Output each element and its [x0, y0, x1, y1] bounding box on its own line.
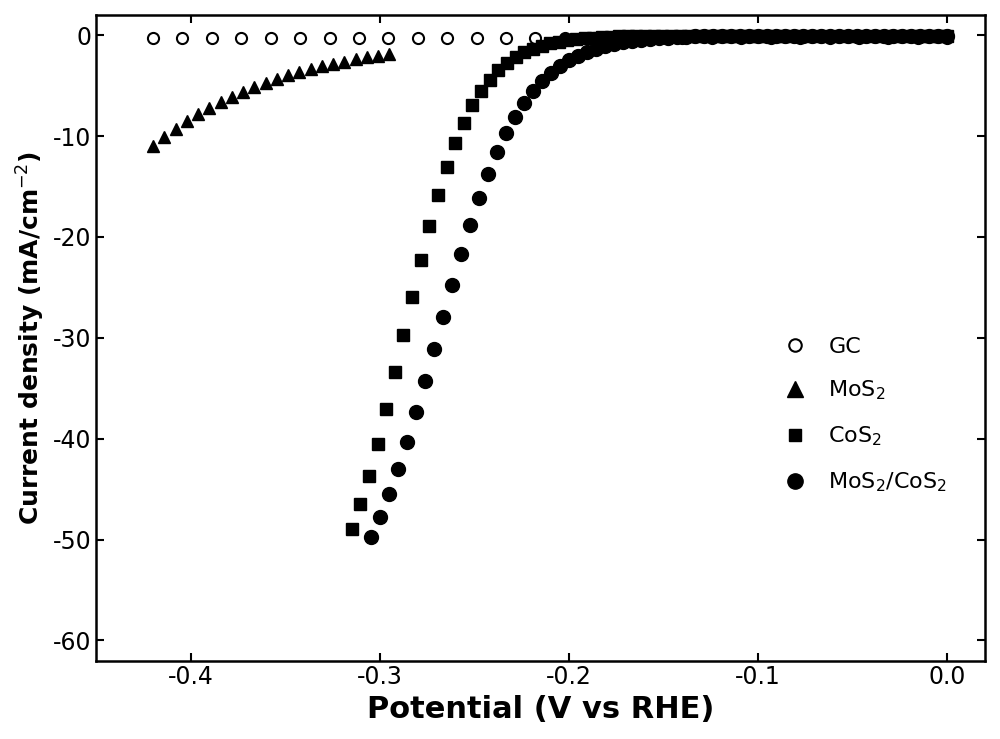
Y-axis label: Current density (mA/cm$^{-2}$): Current density (mA/cm$^{-2}$): [15, 151, 47, 525]
X-axis label: Potential (V vs RHE): Potential (V vs RHE): [367, 695, 714, 724]
Legend: GC, MoS$_2$, CoS$_2$, MoS$_2$/CoS$_2$: GC, MoS$_2$, CoS$_2$, MoS$_2$/CoS$_2$: [764, 327, 956, 503]
